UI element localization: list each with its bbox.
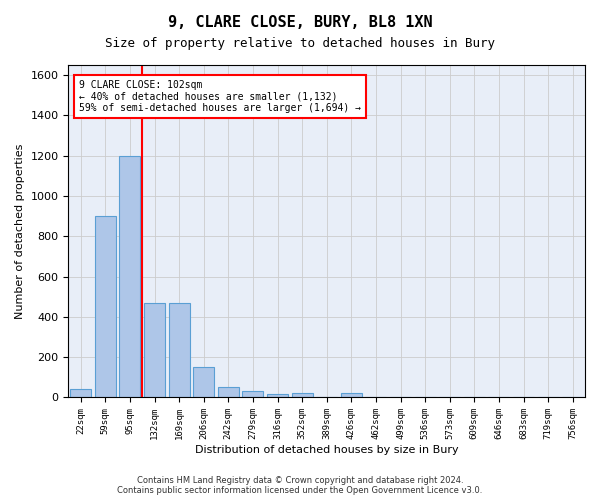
Bar	[119, 156, 140, 398]
Bar	[292, 394, 313, 398]
Text: Size of property relative to detached houses in Bury: Size of property relative to detached ho…	[105, 38, 495, 51]
Bar	[144, 303, 165, 398]
Text: 9, CLARE CLOSE, BURY, BL8 1XN: 9, CLARE CLOSE, BURY, BL8 1XN	[167, 15, 433, 30]
Bar	[267, 394, 288, 398]
Bar	[95, 216, 116, 398]
Bar	[242, 392, 263, 398]
Bar	[169, 303, 190, 398]
Bar	[341, 394, 362, 398]
Bar	[193, 367, 214, 398]
X-axis label: Distribution of detached houses by size in Bury: Distribution of detached houses by size …	[195, 445, 458, 455]
Text: Contains HM Land Registry data © Crown copyright and database right 2024.
Contai: Contains HM Land Registry data © Crown c…	[118, 476, 482, 495]
Text: 9 CLARE CLOSE: 102sqm
← 40% of detached houses are smaller (1,132)
59% of semi-d: 9 CLARE CLOSE: 102sqm ← 40% of detached …	[79, 80, 361, 113]
Y-axis label: Number of detached properties: Number of detached properties	[15, 144, 25, 319]
Bar	[70, 390, 91, 398]
Bar	[218, 388, 239, 398]
